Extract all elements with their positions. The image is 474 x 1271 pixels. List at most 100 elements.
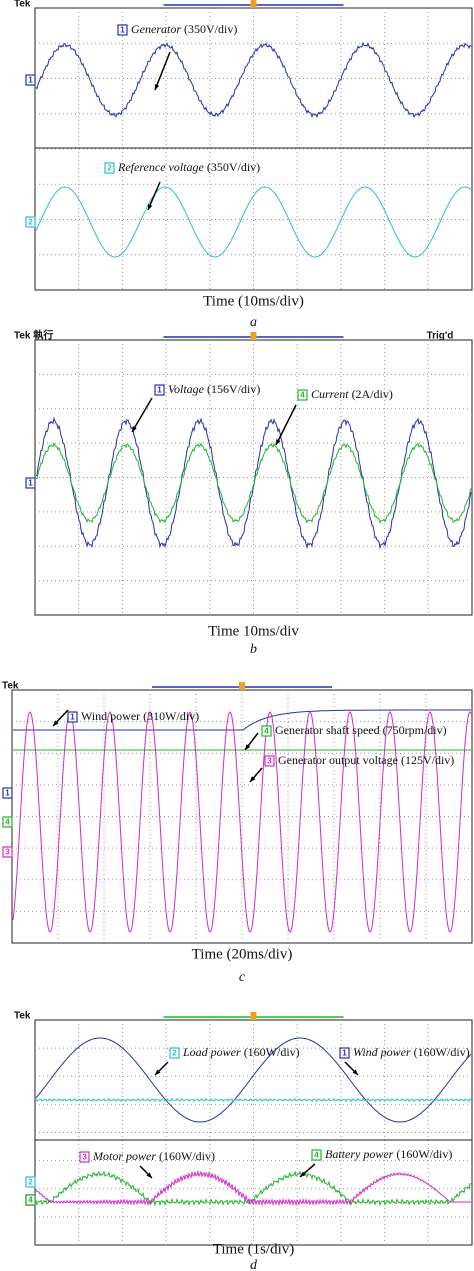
annotation-channel-badge (67, 711, 78, 723)
annotation: Load power (160W/div) (182, 1045, 300, 1059)
channel-marker: 2 (28, 1178, 33, 1187)
annotation-name: Generator shaft speed (750rpm/div) (275, 723, 447, 737)
annotation-name: Current (311, 387, 349, 401)
annotation-channel-badge (169, 1047, 180, 1059)
time-label: Time (1s/div) (213, 1241, 295, 1257)
annotation-channel-badge (117, 24, 128, 36)
annotation: Wind power (160W/div) (353, 1045, 470, 1059)
annotation-name: Wind power (310W/div) (81, 709, 199, 723)
channel-marker: 4 (5, 818, 10, 827)
annotation-scale: (350V/div) (184, 22, 237, 36)
annotation-scale: (2A/div) (352, 387, 393, 401)
arrow-head (250, 776, 256, 782)
arrow-head (155, 1069, 161, 1075)
arrow-head (352, 1069, 358, 1075)
annotation-channel: 4 (314, 1151, 319, 1160)
annotation-channel-badge (79, 1151, 90, 1163)
annotation-scale: (156V/div) (207, 382, 260, 396)
channel-marker-badge (25, 477, 36, 489)
channel-marker: 4 (28, 1196, 33, 1205)
caption: c (239, 970, 246, 985)
trace (35, 1097, 472, 1103)
annotation-channel-badge (339, 1047, 350, 1059)
annotation: Generator output voltage (125V/div) (278, 753, 454, 767)
trace (35, 1169, 472, 1207)
annotation-channel: 3 (82, 1153, 87, 1162)
scope-header: Tek (14, 1011, 31, 1022)
caption: b (250, 642, 257, 657)
channel-marker: 1 (28, 76, 33, 85)
annotation-scale: (160W/div) (396, 1147, 452, 1161)
trace (12, 711, 472, 933)
channel-marker-badge (2, 846, 13, 858)
annotation-channel: 1 (70, 713, 75, 722)
scope-header: Tek (14, 0, 31, 10)
annotation-channel: 1 (157, 386, 162, 395)
annotation-name: Load power (182, 1045, 241, 1059)
annotation-channel-badge (311, 1149, 322, 1161)
arrow-head (154, 84, 160, 90)
trigger-status: Trig'd (427, 331, 454, 342)
annotation: Current (2A/div) (311, 387, 393, 401)
annotation-name: Wind power (353, 1045, 411, 1059)
annotation: Generator shaft speed (750rpm/div) (275, 723, 447, 737)
annotation-channel-badge (264, 755, 275, 767)
annotation-channel: 2 (107, 164, 112, 173)
scope-header: Tek 執行 (14, 329, 53, 342)
annotation: Wind power (310W/div) (81, 709, 199, 723)
annotation-channel: 3 (267, 757, 272, 766)
arrow-head (245, 744, 251, 750)
trace (35, 1037, 472, 1123)
annotation-channel: 4 (300, 391, 305, 400)
annotation-channel-badge (104, 162, 115, 174)
annotation-name: Generator output voltage (125V/div) (278, 753, 454, 767)
annotation-channel: 4 (264, 727, 269, 736)
trigger-marker (250, 332, 257, 340)
annotation-name: Reference voltage (117, 160, 205, 174)
annotation-scale: (160W/div) (414, 1045, 470, 1059)
arrow-head (146, 1172, 152, 1178)
time-label: Time (10ms/div) (203, 293, 304, 309)
annotation-channel: 2 (172, 1049, 177, 1058)
trace (35, 186, 472, 258)
annotation-channel: 1 (120, 26, 125, 35)
scope-header: Tek (2, 681, 19, 692)
annotation-channel-badge (154, 384, 165, 396)
annotation-channel: 1 (342, 1049, 347, 1058)
trigger-marker (239, 682, 245, 690)
annotation: Reference voltage (350V/div) (117, 160, 260, 174)
channel-marker-badge (2, 787, 13, 799)
channel-marker-badge (25, 74, 36, 86)
time-label: Time 10ms/div (208, 623, 299, 639)
channel-marker: 2 (28, 218, 33, 227)
annotation-scale: (160W/div) (244, 1045, 300, 1059)
annotation-channel-badge (261, 725, 272, 737)
annotation: Battery power (160W/div) (325, 1147, 452, 1161)
trigger-marker (250, 0, 257, 8)
annotation-name: Generator (131, 22, 181, 36)
annotation-channel-badge (297, 389, 308, 401)
channel-marker-badge (25, 1194, 36, 1206)
trace (35, 1170, 472, 1207)
channel-marker-badge (25, 1176, 36, 1188)
arrow (154, 51, 171, 91)
annotation-name: Voltage (168, 382, 205, 396)
arrow (275, 404, 297, 446)
channel-marker: 1 (28, 479, 33, 488)
annotation-scale: (160W/div) (159, 1149, 215, 1163)
arrow-head (53, 720, 59, 726)
arrow-head (132, 426, 137, 432)
arrow (131, 397, 153, 433)
channel-marker-badge (2, 816, 13, 828)
arrow-head (276, 439, 281, 445)
annotation: Motor power (160W/div) (92, 1149, 215, 1163)
trace (35, 41, 472, 119)
channel-marker-badge (25, 216, 36, 228)
arrow-head (300, 1171, 306, 1177)
channel-marker: 1 (5, 789, 10, 798)
annotation-name: Battery power (325, 1147, 394, 1161)
channel-marker: 3 (5, 848, 10, 857)
time-label: Time (20ms/div) (192, 946, 293, 962)
caption: a (250, 315, 257, 330)
